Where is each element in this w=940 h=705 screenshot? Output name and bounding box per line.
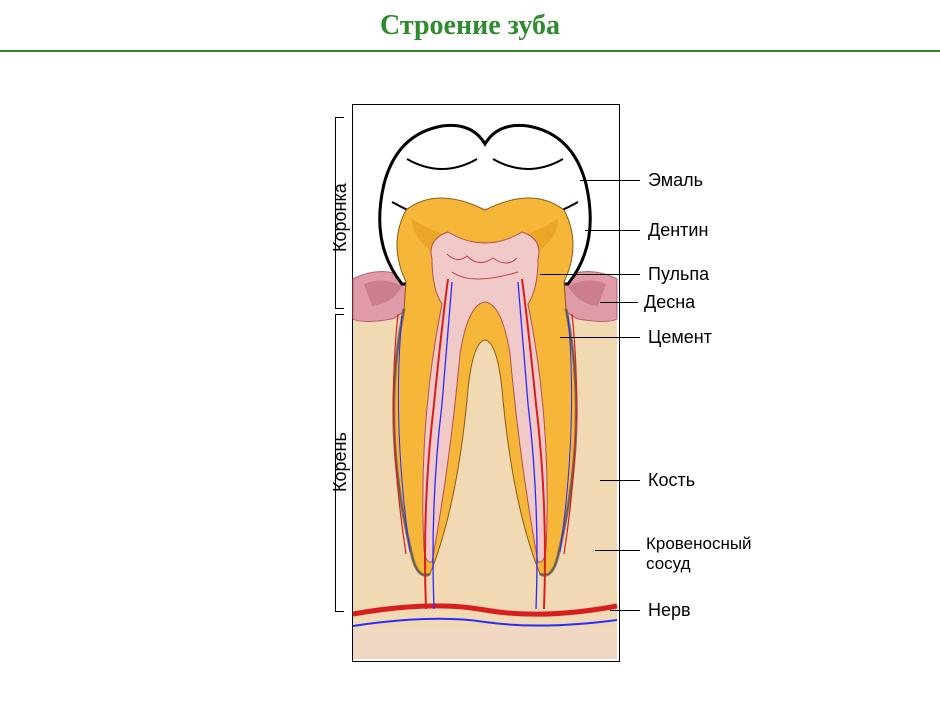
page-title: Строение зуба <box>380 10 560 42</box>
label-vessel-2: сосуд <box>646 554 691 574</box>
label-gum: Десна <box>644 292 695 313</box>
tooth-svg <box>352 104 618 660</box>
lower-tissue <box>353 628 617 659</box>
lead-cement <box>560 337 640 338</box>
bone-region <box>353 304 617 659</box>
label-dentin: Дентин <box>648 220 708 241</box>
lead-nerve <box>610 610 640 611</box>
lead-vessel <box>595 550 640 551</box>
lead-pulp <box>540 274 640 275</box>
label-pulp: Пульпа <box>648 264 709 285</box>
label-enamel: Эмаль <box>648 170 703 191</box>
label-nerve: Нерв <box>648 600 691 621</box>
lead-dentin <box>585 230 640 231</box>
bracket-root-label: Корень <box>330 432 351 492</box>
label-bone: Кость <box>648 470 695 491</box>
label-cement: Цемент <box>648 327 712 348</box>
lead-enamel <box>580 180 640 181</box>
lead-bone <box>600 480 640 481</box>
label-vessel-1: Кровеносный <box>646 534 752 554</box>
bracket-crown-label: Коронка <box>330 183 351 252</box>
lead-gum <box>600 302 638 303</box>
diagram-stage: Коронка Корень Эмаль Дентин Пульпа Десна… <box>0 52 940 692</box>
